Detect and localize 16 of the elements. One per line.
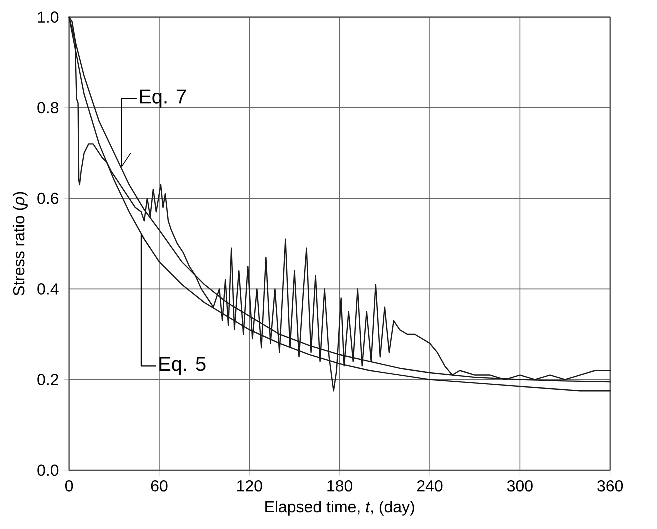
x-tick-label: 240 — [417, 480, 443, 492]
y-tick-label: 0.4 — [38, 283, 59, 295]
x-axis-title: Elapsed time, t, (day) — [266, 500, 414, 516]
x-tick-label: 0 — [65, 480, 74, 492]
y-tick-label: 0.8 — [38, 102, 59, 114]
y-tick-label: 0.6 — [38, 192, 59, 204]
x-tick-label: 300 — [507, 480, 533, 492]
x-tick-label: 60 — [151, 480, 168, 492]
annotation: Eq. 7 — [140, 90, 186, 108]
x-tick-label: 180 — [328, 480, 353, 492]
x-tick-label: 360 — [598, 480, 624, 492]
annotation: Eq. 5 — [160, 357, 206, 376]
y-tick-label: 0.2 — [38, 374, 58, 386]
y-tick-label: 0.0 — [38, 464, 59, 476]
y-tick-label: 1.0 — [38, 12, 59, 23]
x-tick-label: 120 — [238, 480, 262, 492]
